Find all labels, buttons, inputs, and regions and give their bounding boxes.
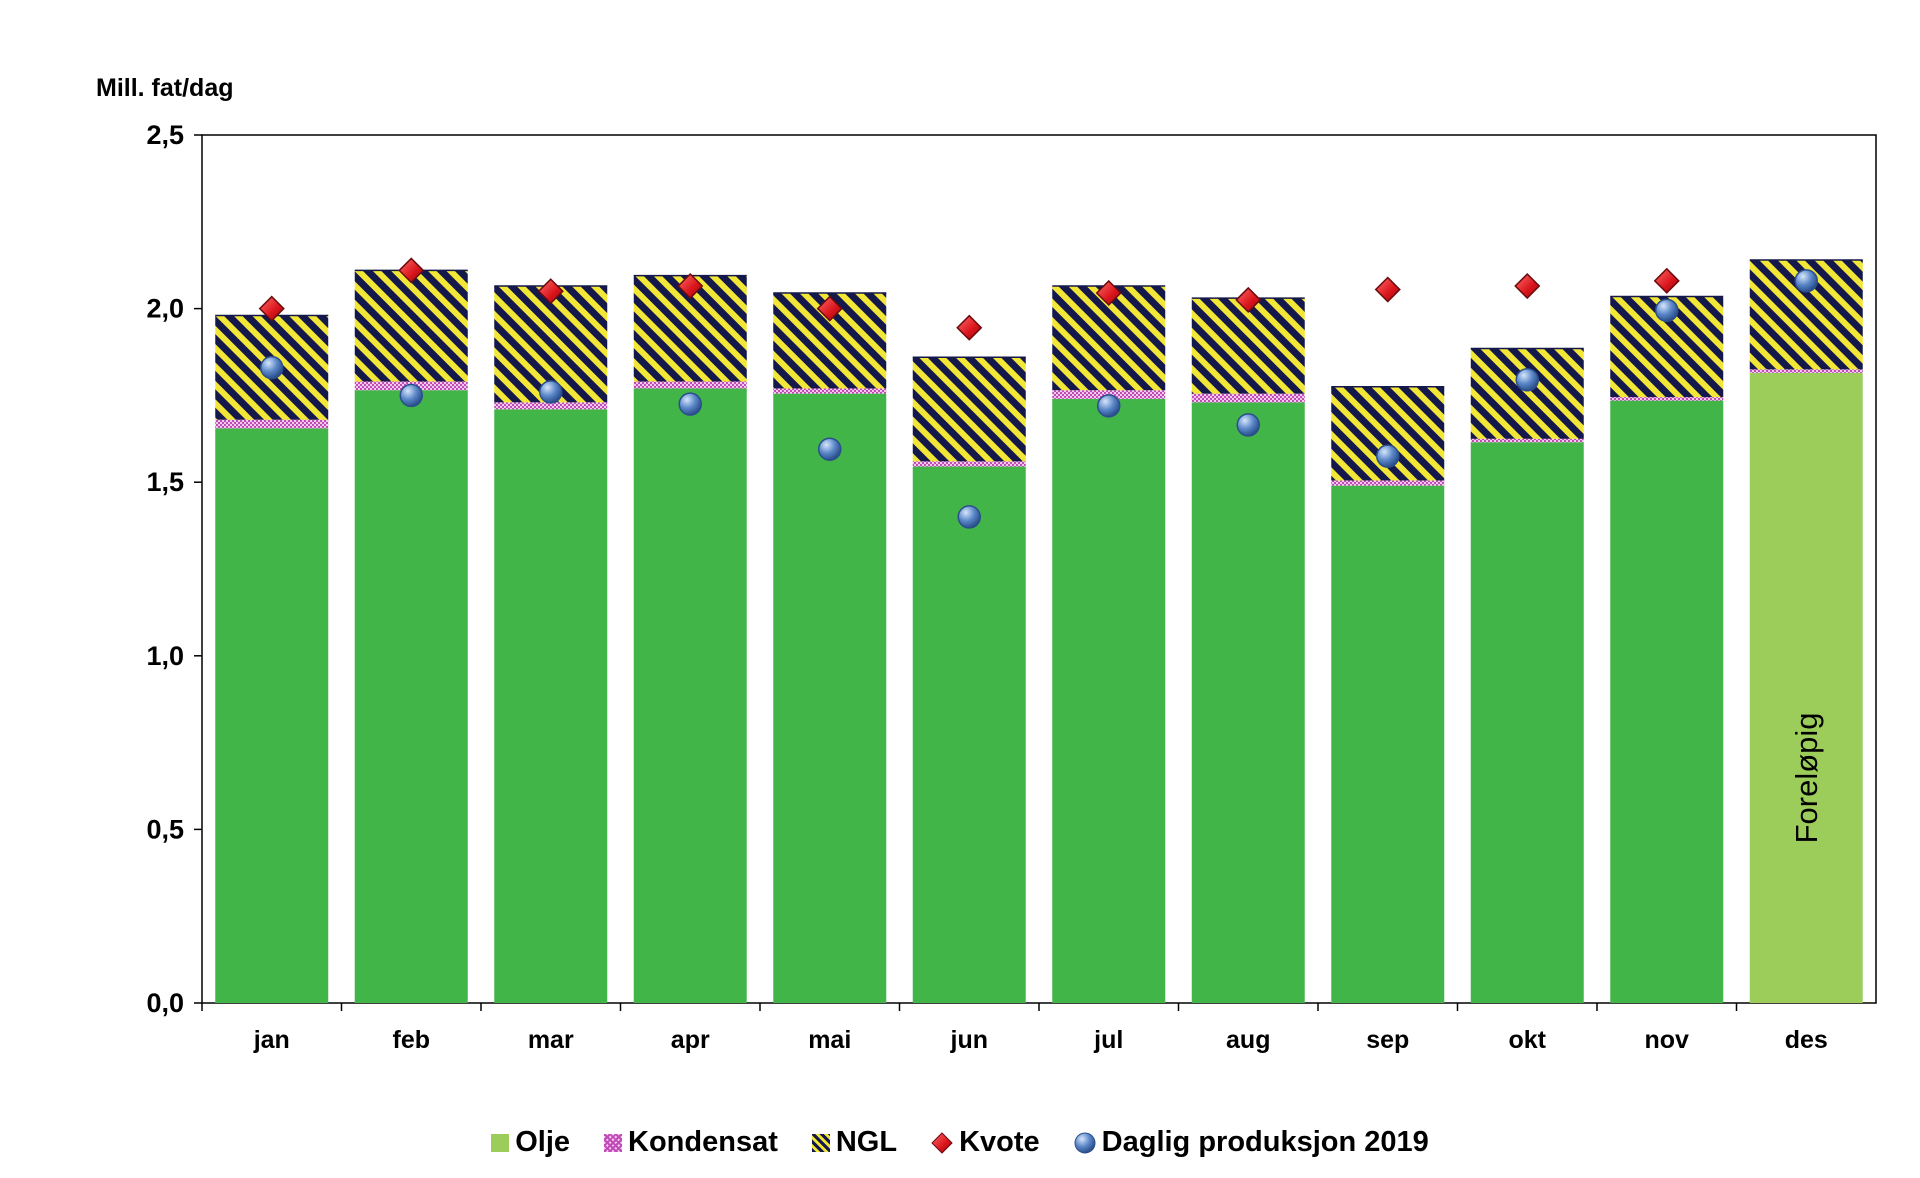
legend-swatch-olje (491, 1133, 510, 1152)
bar-kondensat (494, 402, 608, 410)
forelopig-annotation: Foreløpig (1789, 712, 1824, 843)
kvote-marker (1095, 279, 1122, 307)
daglig-produksjon-marker (957, 505, 981, 529)
bar-ngl (912, 357, 1026, 462)
chart-legend: Olje Kondensat NGL Kvote Daglig produksj… (0, 1126, 1920, 1159)
y-tick-label: 2,0 (146, 294, 184, 324)
kvote-marker (258, 295, 285, 322)
kvote-marker (677, 272, 704, 300)
y-axis-unit-label: Mill. fat/dag (96, 74, 234, 102)
bar-kondensat (1331, 480, 1445, 486)
daglig-produksjon-marker (539, 380, 563, 404)
daglig-produksjon-marker (1515, 368, 1539, 392)
kvote-marker (537, 278, 564, 305)
bar-olje (354, 390, 468, 1003)
x-category-label: feb (393, 1026, 431, 1054)
legend-label-kondensat: Kondensat (628, 1126, 778, 1158)
legend-item-kondensat: Kondensat (604, 1126, 778, 1159)
x-category-label: sep (1366, 1026, 1409, 1054)
kvote-marker (1235, 286, 1262, 313)
bar-olje (1331, 485, 1445, 1003)
y-tick-label: 0,0 (146, 988, 184, 1018)
x-category-label: apr (671, 1026, 710, 1054)
x-category-label: nov (1645, 1026, 1690, 1054)
x-category-label: mai (808, 1026, 851, 1054)
legend-item-daglig-produksjon: Daglig produksjon 2019 (1074, 1126, 1429, 1159)
bar-olje (773, 393, 887, 1003)
kvote-marker (956, 314, 983, 341)
x-category-label: jul (1093, 1026, 1123, 1054)
kvote-marker (1374, 276, 1401, 303)
legend-label-ngl: NGL (835, 1126, 898, 1158)
y-tick-label: 1,5 (146, 467, 184, 497)
bar-olje (1052, 398, 1166, 1003)
legend-label-olje: Olje (515, 1126, 571, 1158)
daglig-produksjon-marker (1097, 394, 1121, 418)
bar-olje (1749, 372, 1863, 1003)
bar-olje (1191, 402, 1305, 1003)
legend-label-kvote: Kvote (959, 1126, 1040, 1158)
x-category-label: des (1785, 1026, 1828, 1054)
daglig-produksjon-marker (1236, 413, 1260, 437)
daglig-produksjon-marker (1655, 298, 1679, 323)
y-tick-label: 2,5 (146, 120, 184, 150)
bar-olje (912, 466, 1026, 1003)
production-chart: 0,0 0,5 1,0 1,5 2,0 2,5 jan feb mar apr mai jun jul a… (146, 120, 1877, 1054)
x-category-label: jun (950, 1026, 989, 1054)
x-category-label: okt (1509, 1026, 1547, 1054)
bar-kondensat (1749, 369, 1863, 373)
bar-ngl (1191, 298, 1305, 394)
legend-swatch-ngl (811, 1133, 830, 1152)
bar-ngl (1470, 348, 1584, 439)
daglig-produksjon-marker (1794, 269, 1818, 293)
bar-ngl (354, 270, 468, 382)
bar-kondensat (1470, 438, 1584, 443)
bar-kondensat (1191, 393, 1305, 403)
kvote-marker (398, 257, 425, 284)
legend-item-ngl: NGL (811, 1126, 898, 1159)
bar-kondensat (633, 381, 747, 389)
daglig-produksjon-marker (818, 437, 842, 461)
bar-kondensat (912, 461, 1026, 467)
legend-label-daglig-produksjon: Daglig produksjon 2019 (1101, 1126, 1429, 1158)
legend-diamond-icon (931, 1131, 953, 1154)
bar-olje (1470, 442, 1584, 1004)
bar-olje (1610, 400, 1724, 1003)
x-category-label: aug (1226, 1026, 1270, 1054)
kvote-marker (816, 295, 843, 322)
legend-item-olje: Olje (491, 1126, 570, 1159)
kvote-marker (1514, 272, 1541, 300)
daglig-produksjon-marker (399, 383, 423, 408)
legend-swatch-kondensat (604, 1133, 623, 1152)
bar-olje (215, 428, 329, 1003)
bar-olje (494, 409, 608, 1004)
daglig-produksjon-marker (678, 392, 702, 416)
y-tick-label: 1,0 (146, 641, 184, 671)
daglig-produksjon-marker (1376, 444, 1400, 468)
bar-kondensat (773, 388, 887, 394)
legend-item-kvote: Kvote (931, 1126, 1040, 1159)
legend-circle-icon (1074, 1132, 1096, 1153)
bar-kondensat (215, 419, 329, 429)
plot-area (201, 134, 1877, 1004)
kvote-marker (1653, 267, 1680, 294)
bar-kondensat (1610, 397, 1724, 401)
bar-olje (633, 388, 747, 1003)
daglig-produksjon-marker (260, 355, 284, 380)
x-category-label: mar (528, 1026, 574, 1054)
y-tick-label: 0,5 (146, 814, 184, 844)
x-category-label: jan (253, 1026, 290, 1054)
